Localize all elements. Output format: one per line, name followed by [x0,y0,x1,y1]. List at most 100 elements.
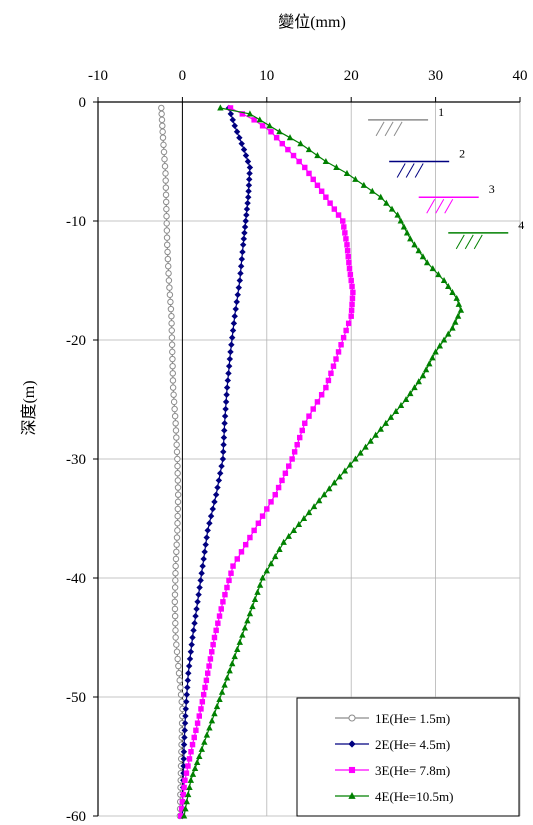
data-point [323,384,329,391]
data-point [244,158,252,165]
data-point [171,405,178,413]
data-point [268,499,274,505]
data-point [343,327,349,334]
data-point [426,360,433,367]
data-point [174,484,182,491]
data-point [335,349,342,355]
data-point [168,312,175,320]
data-point [238,549,245,555]
data-point [222,591,228,598]
data-point [199,562,206,570]
data-point [203,534,210,541]
data-point [285,146,291,153]
stage-hatch [435,198,445,214]
data-point [162,177,169,184]
data-point [186,783,193,790]
data-point [279,477,285,484]
data-point [429,354,436,361]
data-point [369,187,376,194]
data-point [343,169,351,176]
data-point [239,631,246,638]
data-point [162,170,169,177]
data-point [159,128,166,135]
data-point [172,420,179,427]
data-point [407,235,414,242]
data-point [383,199,390,206]
stage-marker-4: 4 [448,218,524,250]
data-point [162,191,170,199]
data-point [349,301,355,308]
data-point [177,684,184,691]
data-point [184,684,191,691]
data-point [235,284,242,291]
data-point [180,755,187,763]
data-point [215,620,221,626]
y-tick-label: -50 [66,690,86,706]
data-point [230,563,236,569]
data-point [330,363,337,369]
data-point [174,655,181,663]
data-point [174,455,181,463]
data-point [331,206,338,212]
data-point [182,805,189,812]
data-point [350,289,356,296]
data-point [175,669,183,677]
stage-hatch [426,198,436,214]
data-point [345,253,351,260]
data-point [173,534,181,541]
data-point [245,182,253,189]
data-point [187,776,195,783]
data-point [282,470,289,476]
data-point [348,766,356,774]
data-point [193,605,200,613]
data-point [236,638,243,645]
data-point [203,731,211,738]
data-point [244,617,251,624]
data-point [310,503,318,510]
data-point [168,341,176,348]
data-point [223,391,230,398]
data-point [419,372,427,379]
data-point [225,370,232,377]
data-point [163,227,171,234]
data-point [259,123,266,129]
data-point [226,577,232,584]
data-point [218,688,226,695]
data-point [326,485,333,492]
data-point [440,336,448,343]
data-point [213,703,221,710]
stage-label: 1 [438,105,444,119]
data-point [411,384,418,391]
data-point [360,181,368,188]
data-point [167,298,174,306]
data-point [198,706,204,712]
data-point [221,427,228,434]
data-point [183,698,190,705]
data-point [228,341,235,348]
data-point [240,235,248,243]
stage-markers: 1 2 3 4 [368,105,524,250]
data-point [161,155,168,163]
data-point [237,270,244,277]
data-point [243,211,250,219]
data-point [305,146,313,153]
data-point [344,242,350,248]
data-point [306,413,312,419]
series-layer [158,104,465,820]
stage-hatch [444,198,454,214]
data-point [187,648,195,655]
data-point [341,467,349,474]
data-point [246,110,254,117]
data-point [202,684,208,691]
x-tick-label: 20 [344,68,359,84]
data-point [174,477,182,484]
data-point [272,491,278,498]
data-point [239,241,247,248]
data-point [276,128,283,135]
data-point [199,699,206,705]
data-point [227,110,234,118]
data-point [181,784,187,791]
data-point [172,634,179,641]
data-point [169,355,176,363]
